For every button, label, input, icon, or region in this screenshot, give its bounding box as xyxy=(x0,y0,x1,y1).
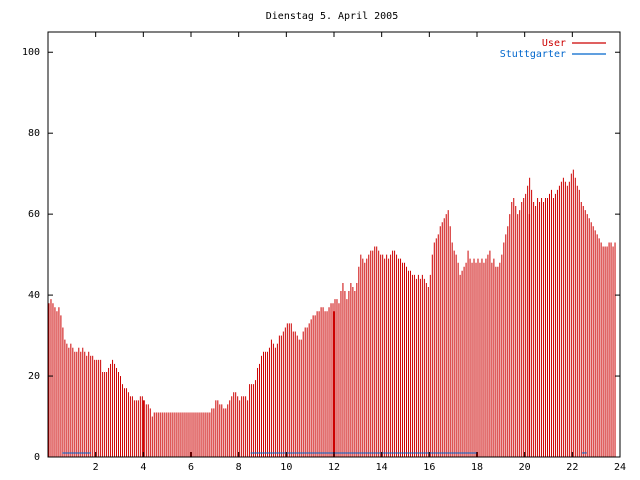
axes xyxy=(47,31,621,458)
y-tick-label: 40 xyxy=(28,290,40,301)
y-tick-label: 100 xyxy=(22,47,40,58)
legend: User Stuttgarter xyxy=(500,38,606,60)
x-tick-label: 14 xyxy=(376,462,388,473)
x-tick-label: 4 xyxy=(140,462,146,473)
y-tick-label: 20 xyxy=(28,371,40,382)
x-tick-label: 22 xyxy=(566,462,578,473)
x-tick-label: 2 xyxy=(93,462,99,473)
y-tick-label: 60 xyxy=(28,209,40,220)
x-tick-label: 12 xyxy=(328,462,340,473)
legend-label-stuttgarter: Stuttgarter xyxy=(500,49,566,60)
x-tick-label: 16 xyxy=(423,462,435,473)
user-series xyxy=(48,169,616,457)
x-tick-label: 10 xyxy=(280,462,292,473)
y-tick-label: 0 xyxy=(34,452,40,463)
x-tick-label: 24 xyxy=(614,462,626,473)
chart-title: Dienstag 5. April 2005 xyxy=(266,11,398,22)
legend-label-user: User xyxy=(542,38,566,49)
x-tick-label: 18 xyxy=(471,462,483,473)
y-tick-label: 80 xyxy=(28,128,40,139)
x-tick-label: 6 xyxy=(188,462,194,473)
x-tick-label: 20 xyxy=(519,462,531,473)
x-tick-label: 8 xyxy=(236,462,242,473)
